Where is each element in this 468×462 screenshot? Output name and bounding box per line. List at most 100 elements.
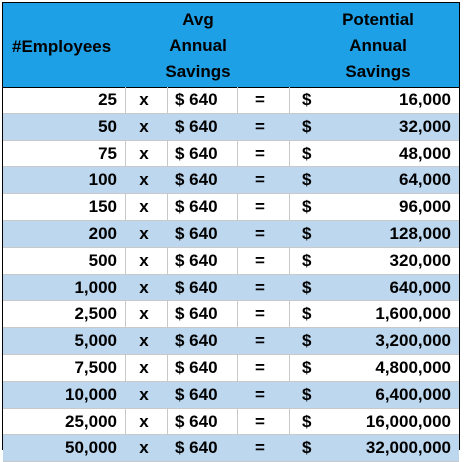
employees-cell: 2,500: [74, 304, 117, 324]
equals-cell: =: [255, 116, 265, 136]
table-row: 50,000 x $ 640 = $32,000,000: [3, 435, 459, 462]
equals-cell: =: [255, 170, 265, 190]
pot-header-line3: Savings: [345, 62, 411, 81]
avg-savings-header: Avg Annual Savings: [153, 7, 243, 85]
avg-savings-cell: $ 640: [175, 143, 218, 163]
table-row: 500 x $ 640 = $320,000: [3, 248, 459, 275]
employees-cell: 5,000: [74, 331, 117, 351]
pot-header-line2: Annual: [349, 36, 407, 55]
employees-cell: 50,000: [65, 438, 117, 458]
potential-savings-cell: 32,000,000: [365, 438, 451, 458]
dollar-sign-cell: $: [302, 411, 312, 431]
multiply-cell: x: [139, 170, 149, 190]
multiply-cell: x: [139, 277, 149, 297]
dollar-sign-cell: $: [302, 143, 312, 163]
equals-cell: =: [255, 197, 265, 217]
potential-savings-header: Potential Annual Savings: [303, 7, 453, 85]
employees-cell: 150: [88, 197, 117, 217]
table-body: 25 x $ 640 = $16,000 50 x $ 640 = $32,000 75 x $ 640…: [3, 87, 459, 462]
column-divider: [167, 87, 168, 449]
multiply-cell: x: [139, 331, 149, 351]
employees-header: #Employees: [12, 37, 112, 56]
potential-savings-cell: 128,000: [389, 223, 451, 243]
multiply-cell: x: [139, 90, 149, 109]
dollar-sign-cell: $: [302, 277, 312, 297]
employees-cell: 7,500: [74, 357, 117, 377]
table-row: 150 x $ 640 = $96,000: [3, 194, 459, 221]
employees-cell: 50: [98, 116, 117, 136]
dollar-sign-cell: $: [302, 331, 312, 351]
potential-savings-cell: 6,400,000: [375, 384, 451, 404]
avg-header-line2: Annual: [169, 36, 227, 55]
potential-savings-cell: 96,000: [399, 197, 451, 217]
multiply-cell: x: [139, 411, 149, 431]
table-row: 100 x $ 640 = $64,000: [3, 167, 459, 195]
avg-savings-cell: $ 640: [175, 304, 218, 324]
equals-cell: =: [255, 277, 265, 297]
dollar-sign-cell: $: [302, 357, 312, 377]
employees-cell: 500: [88, 250, 117, 270]
multiply-cell: x: [139, 438, 149, 458]
table-row: 5,000 x $ 640 = $3,200,000: [3, 328, 459, 355]
avg-savings-cell: $ 640: [175, 277, 218, 297]
dollar-sign-cell: $: [302, 250, 312, 270]
table-row: 25 x $ 640 = $16,000: [3, 87, 459, 114]
dollar-sign-cell: $: [302, 384, 312, 404]
dollar-sign-cell: $: [302, 170, 312, 190]
avg-savings-cell: $ 640: [175, 223, 218, 243]
multiply-cell: x: [139, 384, 149, 404]
avg-savings-cell: $ 640: [175, 357, 218, 377]
employees-cell: 1,000: [74, 277, 117, 297]
avg-savings-cell: $ 640: [175, 116, 218, 136]
table-row: 200 x $ 640 = $128,000: [3, 220, 459, 248]
potential-savings-cell: 48,000: [399, 143, 451, 163]
potential-savings-cell: 640,000: [389, 277, 451, 297]
potential-savings-cell: 64,000: [399, 170, 451, 190]
avg-savings-cell: $ 640: [175, 250, 218, 270]
column-divider: [237, 87, 238, 449]
avg-savings-cell: $ 640: [175, 438, 218, 458]
table-row: 25,000 x $ 640 = $16,000,000: [3, 409, 459, 436]
avg-savings-cell: $ 640: [175, 170, 218, 190]
employees-cell: 25,000: [65, 411, 117, 431]
multiply-cell: x: [139, 197, 149, 217]
avg-savings-cell: $ 640: [175, 384, 218, 404]
avg-savings-cell: $ 640: [175, 411, 218, 431]
employees-cell: 25: [98, 90, 117, 109]
avg-savings-cell: $ 640: [175, 197, 218, 217]
employees-cell: 10,000: [65, 384, 117, 404]
equals-cell: =: [255, 331, 265, 351]
potential-savings-cell: 32,000: [399, 116, 451, 136]
equals-cell: =: [255, 250, 265, 270]
dollar-sign-cell: $: [302, 197, 312, 217]
equals-cell: =: [255, 384, 265, 404]
dollar-sign-cell: $: [302, 304, 312, 324]
dollar-sign-cell: $: [302, 438, 312, 458]
table-header: #Employees Avg Annual Savings Potential …: [3, 3, 459, 88]
multiply-cell: x: [139, 143, 149, 163]
avg-savings-cell: $ 640: [175, 331, 218, 351]
dollar-sign-cell: $: [302, 90, 312, 109]
potential-savings-cell: 16,000: [399, 90, 451, 109]
equals-cell: =: [255, 143, 265, 163]
table-row: 1,000 x $ 640 = $640,000: [3, 274, 459, 302]
multiply-cell: x: [139, 116, 149, 136]
dollar-sign-cell: $: [302, 116, 312, 136]
employees-cell: 200: [88, 223, 117, 243]
equals-cell: =: [255, 438, 265, 458]
column-divider: [289, 87, 290, 449]
multiply-cell: x: [139, 250, 149, 270]
equals-cell: =: [255, 411, 265, 431]
multiply-cell: x: [139, 223, 149, 243]
potential-savings-cell: 1,600,000: [375, 304, 451, 324]
potential-savings-cell: 3,200,000: [375, 331, 451, 351]
equals-cell: =: [255, 357, 265, 377]
avg-header-line1: Avg: [182, 10, 214, 29]
potential-savings-cell: 4,800,000: [375, 357, 451, 377]
table-row: 75 x $ 640 = $48,000: [3, 141, 459, 168]
multiply-cell: x: [139, 357, 149, 377]
table-row: 7,500 x $ 640 = $4,800,000: [3, 355, 459, 382]
employees-cell: 75: [98, 143, 117, 163]
equals-cell: =: [255, 304, 265, 324]
table-row: 50 x $ 640 = $32,000: [3, 113, 459, 141]
